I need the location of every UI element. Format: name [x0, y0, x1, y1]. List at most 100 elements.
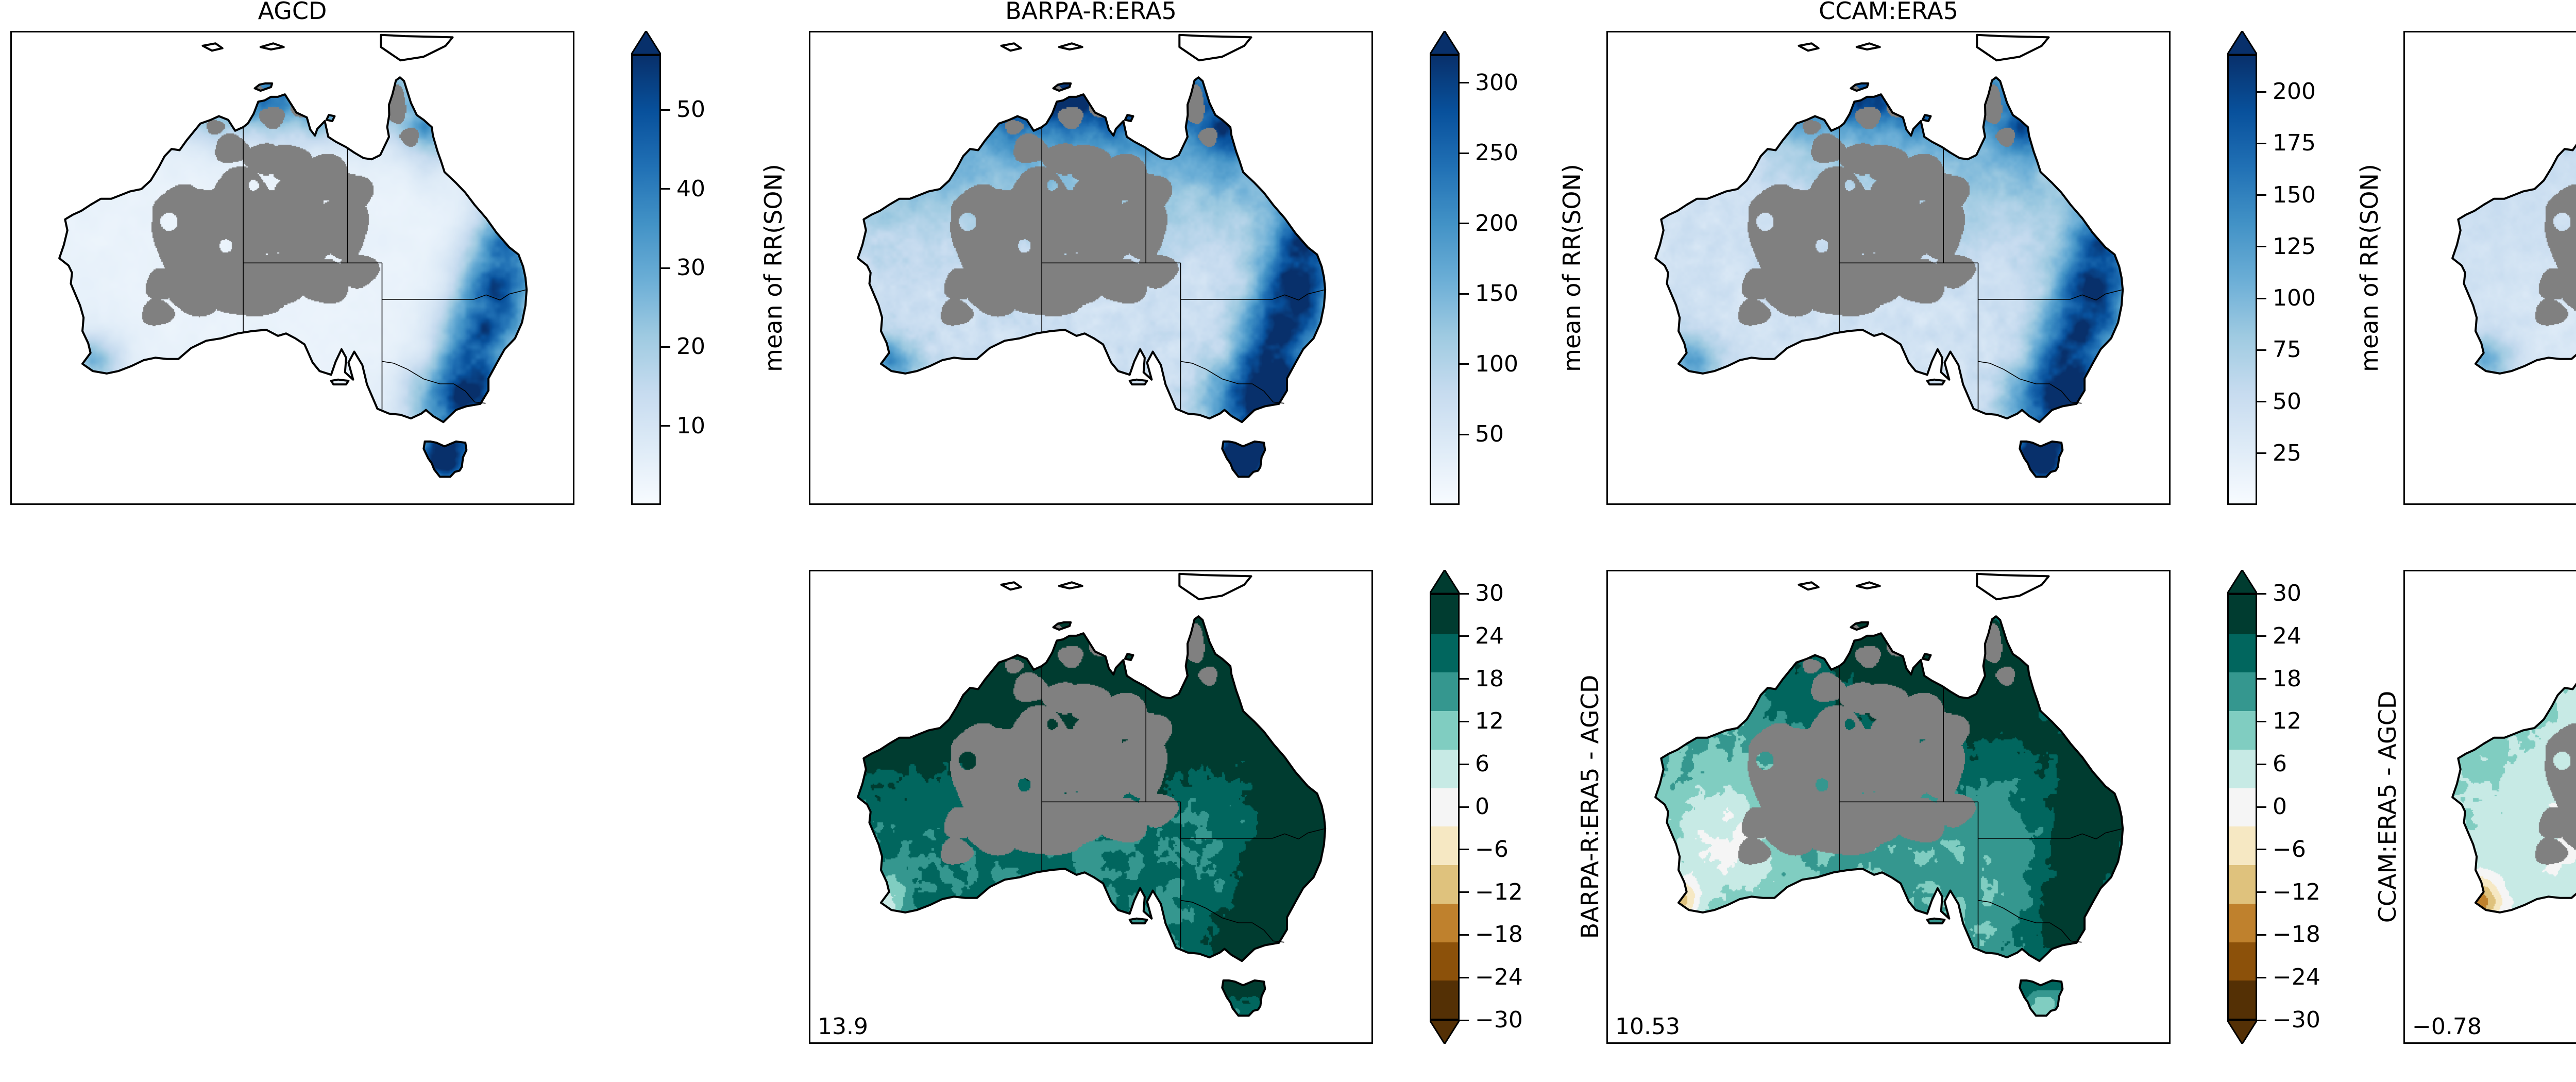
tick-mark: [1460, 635, 1469, 637]
colorbar-band: [2229, 826, 2256, 866]
tick-label: 30: [2273, 580, 2301, 606]
map-axes-ccam-mean: [1606, 31, 2171, 505]
colorbar-tick: 100: [2257, 287, 2316, 310]
colorbar-tick: −12: [1460, 881, 1523, 904]
tick-mark: [2257, 452, 2266, 454]
colorbar-tick: 50: [2257, 388, 2301, 415]
tick-label: 12: [2273, 708, 2301, 735]
colorbar-barpa-mean: 50 100 150 200 250 300 mean of RR(SON): [1428, 29, 1586, 505]
colorbar-tick: −18: [2257, 923, 2320, 946]
colorbar-body-barpa-bias: [1430, 594, 1460, 1020]
tick-mark: [1460, 1019, 1469, 1021]
colorbar-tick: 6: [1460, 753, 1489, 775]
colorbar-band: [1431, 672, 1458, 712]
tick-label: 10: [676, 412, 705, 439]
colorbar-ticks-agcd-mean: 10 20 30 40 50: [661, 31, 867, 505]
colorbar-tick: 18: [2257, 665, 2301, 692]
colorbar-tick: −24: [2257, 966, 2320, 989]
colorbar-tick: 200: [1460, 212, 1518, 235]
panel-title-era5-mean: ERA5: [2403, 0, 2576, 23]
colorbar-tick: −30: [1460, 1009, 1523, 1032]
colorbar-tick: 30: [1460, 582, 1504, 605]
map-axes-era5-mean: [2403, 31, 2576, 505]
colorbar-extend-max-ccam-bias: [2226, 568, 2259, 595]
colorbar-label-agcd-mean: mean of RR(SON): [759, 164, 787, 372]
colorbar-ticks-ccam-bias: −30 −24 −18 −12 −6 0 6 12 18 24 30: [2257, 570, 2463, 1044]
map-axes-barpa-mean: [809, 31, 1373, 505]
colorbar-ticks-barpa-mean: 50 100 150 200 250 300: [1460, 31, 1666, 505]
bias-value-ccam-bias: 10.53: [1615, 1013, 1680, 1040]
colorbar-band: [1431, 633, 1458, 673]
colorbar-band: [1431, 595, 1458, 634]
tick-mark: [1460, 82, 1469, 84]
colorbar-tick: 24: [1460, 624, 1504, 648]
colorbar-band: [1431, 826, 1458, 866]
colorbar-tick: 125: [2257, 235, 2316, 258]
tick-mark: [1460, 806, 1469, 808]
tick-mark: [661, 188, 670, 190]
tick-label: −30: [1475, 1007, 1523, 1033]
colorbar-tick: 150: [1460, 282, 1518, 305]
tick-mark: [661, 109, 670, 111]
tick-mark: [2257, 91, 2266, 93]
tick-mark: [1460, 763, 1469, 765]
tick-mark: [1460, 976, 1469, 978]
map-outline-ccam-mean: [1654, 33, 2124, 478]
colorbar-tick: −30: [2257, 1009, 2320, 1032]
tick-mark: [1460, 223, 1469, 225]
tick-label: −12: [1475, 878, 1523, 905]
colorbar-band: [2229, 672, 2256, 712]
colorbar-tick: 25: [2257, 442, 2301, 465]
tick-mark: [1460, 152, 1469, 154]
colorbar-band: [2229, 711, 2256, 750]
tick-mark: [2257, 806, 2266, 808]
tick-label: 18: [2273, 665, 2301, 692]
tick-label: −30: [2273, 1007, 2320, 1033]
tick-mark: [2257, 401, 2266, 403]
map-panel-barpa-bias: 13.9: [809, 570, 1373, 1044]
map-raster-barpa-mean: [810, 32, 1371, 503]
colorbar-tick: 175: [2257, 132, 2316, 155]
colorbar-band: [2229, 903, 2256, 942]
colorbar-tick: 250: [1460, 142, 1518, 164]
colorbar-tick: −24: [1460, 966, 1523, 989]
colorbar-barpa-bias: −30 −24 −18 −12 −6 0 6 12 18 24 30 BARPA-R:ERA5 - A…: [1428, 568, 1604, 1045]
tick-mark: [661, 425, 670, 427]
map-raster-era5-bias: [2405, 571, 2576, 1042]
colorbar-extend-max-agcd-mean: [630, 29, 663, 56]
map-raster-barpa-bias: [810, 571, 1371, 1042]
colorbar-tick: 150: [2257, 181, 2316, 208]
colorbar-ticks-ccam-mean: 25 50 75 100 125 150 175 200: [2257, 31, 2463, 505]
panel-title-agcd-mean: AGCD: [258, 0, 327, 25]
colorbar-extend-max-ccam-mean: [2226, 29, 2259, 56]
map-axes-agcd-mean: [10, 31, 574, 505]
colorbar-body-ccam-bias: [2227, 594, 2257, 1020]
tick-label: 100: [1475, 350, 1518, 377]
colorbar-extend-max-barpa-bias: [1428, 568, 1461, 595]
colorbar-ccam-mean: 25 50 75 100 125 150 175 200 mean of RR(SON): [2226, 29, 2383, 505]
tick-mark: [2257, 349, 2266, 351]
map-outline-ccam-bias: [1654, 572, 2124, 1017]
colorbar-tick: 40: [661, 177, 705, 200]
map-outline-era5-mean: [2451, 144, 2576, 375]
tick-label: 50: [1475, 421, 1504, 448]
tick-mark: [1460, 363, 1469, 365]
tick-label: −18: [2273, 921, 2320, 948]
tick-mark: [1460, 293, 1469, 295]
colorbar-tick: 12: [2257, 710, 2301, 733]
colorbar-tick: −6: [2257, 838, 2306, 861]
map-raster-era5-mean: [2405, 32, 2576, 503]
tick-mark: [1460, 720, 1469, 722]
tick-mark: [1460, 849, 1469, 851]
tick-label: 150: [2273, 181, 2316, 208]
colorbar-tick: 6: [2257, 753, 2287, 775]
tick-label: 12: [1475, 708, 1504, 735]
tick-label: 24: [2273, 622, 2301, 649]
colorbar-band: [1431, 711, 1458, 750]
map-panel-era5-bias: −0.78: [2403, 570, 2576, 1044]
tick-label: 200: [2273, 78, 2316, 105]
colorbar-tick: −6: [1460, 838, 1509, 861]
tick-label: 50: [676, 96, 705, 123]
tick-label: 30: [1475, 580, 1504, 606]
tick-label: 50: [2273, 388, 2301, 415]
